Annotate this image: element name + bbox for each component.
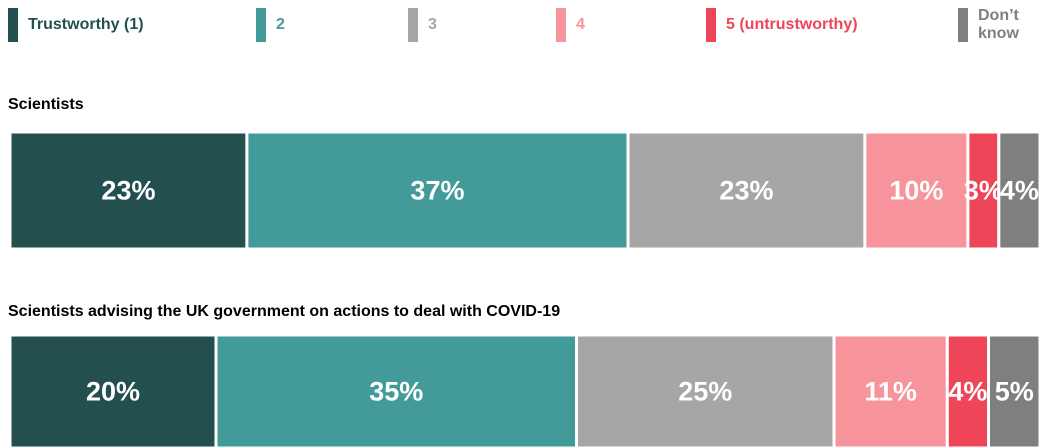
- legend-item: Don’t know: [958, 7, 1028, 42]
- bar-segment: [245, 130, 630, 251]
- legend-swatch: [408, 8, 418, 42]
- legend-item: 3: [408, 8, 437, 42]
- legend-item: 2: [256, 8, 285, 42]
- legend-swatch: [958, 8, 968, 42]
- bar-segment: [626, 130, 867, 251]
- legend-label: 2: [276, 16, 285, 33]
- bar-segment: [987, 333, 1040, 448]
- data-label: 20%: [86, 377, 140, 407]
- data-label: 5%: [995, 377, 1034, 407]
- data-label: 25%: [678, 377, 732, 407]
- legend-swatch: [256, 8, 266, 42]
- data-label: 10%: [889, 176, 943, 206]
- bar-segment: [966, 130, 1001, 251]
- data-label: 4%: [1000, 176, 1039, 206]
- data-label: 4%: [948, 377, 987, 407]
- legend-swatch: [706, 8, 716, 42]
- bar-segment: [945, 333, 990, 448]
- bar-segment: [832, 333, 949, 448]
- legend-label: 4: [576, 16, 585, 33]
- data-label: 23%: [719, 176, 773, 206]
- data-label: 11%: [864, 377, 917, 407]
- legend-label: 3: [428, 16, 437, 33]
- legend-item: 4: [556, 8, 585, 42]
- legend-swatch: [8, 8, 18, 42]
- bar-segment: [8, 130, 249, 251]
- legend-item: 5 (untrustworthy): [706, 8, 858, 42]
- data-label: 35%: [369, 377, 423, 407]
- legend-label: Trustworthy (1): [28, 16, 144, 33]
- data-label: 37%: [410, 176, 464, 206]
- category-label: Scientists advising the UK government on…: [8, 303, 560, 320]
- data-label: 3%: [964, 176, 1003, 206]
- legend-swatch: [556, 8, 566, 42]
- bar-segment: [575, 333, 836, 448]
- data-label: 23%: [101, 176, 155, 206]
- legend-label: 5 (untrustworthy): [726, 16, 858, 33]
- category-label: Scientists: [8, 96, 84, 113]
- legend-item: Trustworthy (1): [8, 8, 144, 42]
- legend-label: Don’t know: [978, 7, 1019, 42]
